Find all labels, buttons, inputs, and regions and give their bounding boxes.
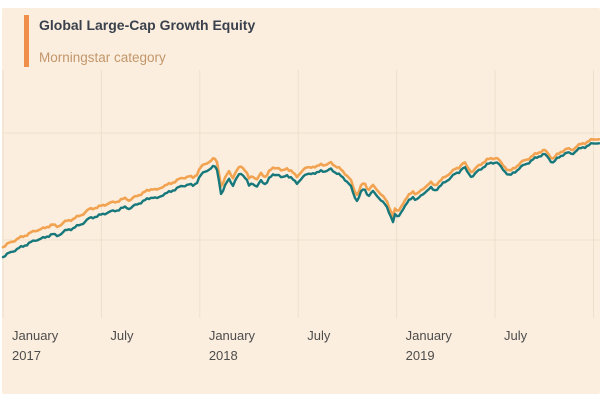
x-axis-tick-label: July: [504, 328, 528, 343]
x-axis-tick-label: July: [110, 328, 134, 343]
x-axis-tick-label: January 2019: [406, 326, 452, 366]
legend-title: Global Large-Cap Growth Equity: [39, 17, 256, 33]
legend-color-bar: [24, 15, 29, 67]
x-axis-tick-label: July: [307, 328, 331, 343]
x-axis-tick-year: 2017: [12, 348, 41, 363]
x-axis-tick-year: 2019: [405, 348, 435, 363]
legend-text-block: Global Large-Cap Growth Equity Morningst…: [39, 15, 255, 67]
chart-legend: Global Large-Cap Growth Equity Morningst…: [24, 15, 255, 67]
x-axis-tick-label: January 2018: [209, 326, 255, 366]
series-line: [1, 137, 600, 249]
legend-subtitle: Morningstar category: [39, 50, 166, 65]
x-axis-tick-label: January 2017: [12, 326, 58, 366]
series-line: [1, 142, 600, 259]
x-axis-tick-year: 2018: [208, 348, 238, 363]
